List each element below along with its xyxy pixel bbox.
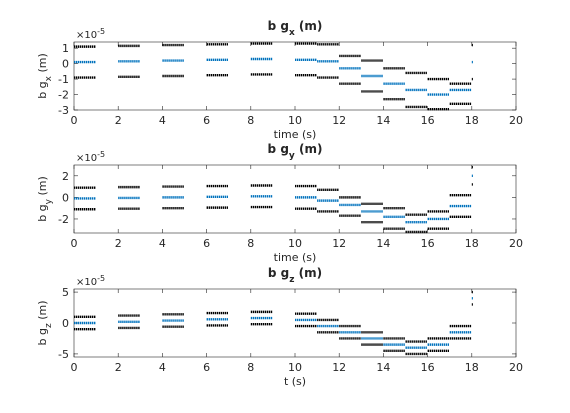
x-tick-label: 18 [465,114,479,127]
y-tick-label: 0 [62,191,69,204]
y-axis-label: b gx (m) [36,53,54,99]
x-tick-label: 18 [465,361,479,374]
x-tick-label: 0 [71,237,78,250]
x-tick-label: 12 [332,237,346,250]
axes-frame [73,288,517,358]
x-tick-label: 8 [247,114,254,127]
x-tick-label: 10 [288,237,302,250]
x-axis-label: time (s) [274,128,317,141]
x-tick-label: 0 [71,361,78,374]
x-tick-label: 12 [332,114,346,127]
y-tick-label: 0 [62,317,69,330]
series-2 [74,297,473,349]
y-tick-label: 5 [62,286,69,299]
x-axis-label: t (s) [284,375,306,388]
chart-title: b gy (m) [268,142,323,161]
y-tick-label: -3 [58,104,69,117]
x-tick-label: 14 [376,237,390,250]
y-tick-label: 0 [62,58,69,71]
x-tick-label: 4 [159,237,166,250]
x-tick-label: 2 [115,114,122,127]
x-tick-label: 20 [509,361,523,374]
subplot-1: 0 2 4 6 8 10 12 14 16 18 20 -3 -2 -1 0 1 b gx (m) time (s… [36,19,523,141]
x-tick-label: 6 [203,361,210,374]
chart-title: b gx (m) [268,19,323,38]
y-tick-label: -2 [58,213,69,226]
x-tick-label: 18 [465,237,479,250]
y-tick-label: 1 [62,42,69,55]
y-exponent: ×10-5 [76,274,105,289]
x-tick-label: 2 [115,237,122,250]
y-tick-label: 2 [62,170,69,183]
y-tick-label: -5 [58,348,69,361]
x-tick-label: 6 [203,114,210,127]
x-axis-label: time (s) [274,251,317,264]
series-3 [74,183,473,234]
x-tick-label: 16 [421,237,435,250]
x-tick-label: 10 [288,361,302,374]
x-tick-label: 16 [421,361,435,374]
y-tick-label: -2 [58,89,69,102]
x-tick-label: 20 [509,114,523,127]
x-tick-label: 6 [203,237,210,250]
x-tick-label: 12 [332,361,346,374]
y-axis-label: b gz (m) [36,301,54,346]
series-2 [74,174,473,224]
x-tick-label: 8 [247,237,254,250]
y-axis-label: b gy (m) [36,176,54,222]
series-3 [74,303,473,356]
x-tick-label: 20 [509,237,523,250]
series-3 [74,73,473,111]
series-1 [74,165,473,216]
x-tick-label: 10 [288,114,302,127]
x-tick-label: 14 [376,361,390,374]
y-tick-label: -1 [58,73,69,86]
x-tick-label: 16 [421,114,435,127]
series-2 [74,57,473,96]
y-exponent: ×10-5 [76,150,105,165]
x-tick-label: 8 [247,361,254,374]
y-exponent: ×10-5 [76,27,105,42]
x-tick-label: 14 [376,114,390,127]
x-tick-label: 2 [115,361,122,374]
series-1 [74,42,473,85]
x-tick-label: 4 [159,114,166,127]
x-tick-label: 4 [159,361,166,374]
axes-frame [73,164,517,234]
series-1 [74,290,473,343]
chart-title: b gz (m) [268,266,322,285]
x-tick-label: 0 [71,114,78,127]
